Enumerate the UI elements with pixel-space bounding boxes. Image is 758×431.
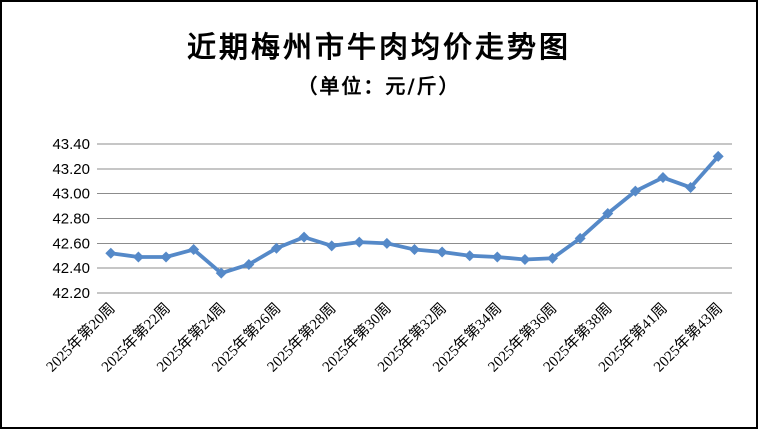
data-point-marker (712, 150, 724, 162)
data-point-marker (685, 181, 697, 193)
data-point-marker (353, 236, 365, 248)
data-point-marker (409, 244, 420, 256)
data-point-marker (547, 252, 559, 264)
data-point-marker (326, 240, 338, 252)
data-point-marker (105, 247, 117, 259)
data-point-marker (215, 267, 227, 279)
price-line-series (108, 154, 721, 276)
y-axis-tick-label: 43.40 (52, 136, 90, 153)
data-point-marker (381, 237, 393, 249)
data-point-marker (657, 172, 669, 184)
data-point-marker (491, 251, 503, 263)
data-point-marker (188, 244, 200, 256)
data-point-marker (436, 246, 448, 258)
data-point-marker (270, 242, 282, 254)
y-axis-tick-label: 42.40 (52, 260, 90, 277)
y-axis-tick-label: 42.60 (52, 235, 90, 252)
data-point-marker (464, 250, 476, 262)
data-point-marker (243, 258, 255, 270)
data-point-marker (132, 251, 144, 263)
chart-subtitle: （单位：元/斤） (297, 74, 461, 98)
data-point-marker (298, 231, 310, 243)
data-point-marker (629, 185, 641, 197)
chart-title: 近期梅州市牛肉均价走势图 (186, 30, 571, 64)
y-axis-tick-label: 42.80 (52, 211, 90, 228)
data-point-marker (574, 232, 586, 244)
data-point-marker (519, 253, 531, 265)
data-point-marker (602, 208, 614, 220)
y-axis-tick-label: 43.00 (52, 186, 90, 203)
y-axis-tick-label: 42.20 (52, 285, 90, 302)
y-axis-tick-label: 43.20 (52, 161, 90, 178)
data-point-marker (160, 251, 172, 263)
